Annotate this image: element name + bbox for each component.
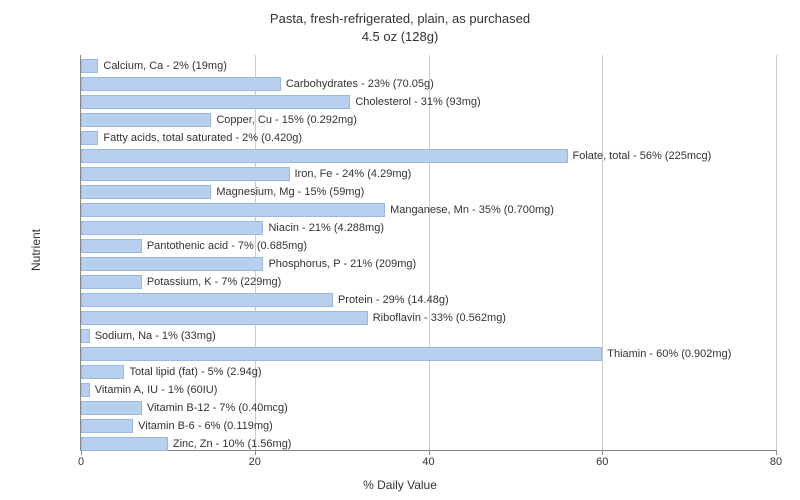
bar-label: Sodium, Na - 1% (33mg) [95,329,216,343]
bar [81,311,368,325]
bar [81,365,124,379]
x-tick [776,450,777,455]
bar-label: Carbohydrates - 23% (70.05g) [286,77,434,91]
bar [81,401,142,415]
gridline [429,55,430,450]
bar-label: Potassium, K - 7% (229mg) [147,275,282,289]
bar-label: Cholesterol - 31% (93mg) [355,95,480,109]
chart-title: Pasta, fresh-refrigerated, plain, as pur… [0,0,800,46]
gridline [776,55,777,450]
x-tick-label: 80 [770,456,782,468]
bar [81,293,333,307]
x-tick [429,450,430,455]
bar [81,95,350,109]
bar-label: Phosphorus, P - 21% (209mg) [268,257,416,271]
title-line-1: Pasta, fresh-refrigerated, plain, as pur… [0,10,800,28]
bar [81,419,133,433]
bar-label: Zinc, Zn - 10% (1.56mg) [173,437,292,451]
x-tick [602,450,603,455]
bar [81,185,211,199]
bar-label: Pantothenic acid - 7% (0.685mg) [147,239,307,253]
bar [81,149,568,163]
bar [81,275,142,289]
bar [81,167,290,181]
bar-label: Calcium, Ca - 2% (19mg) [103,59,226,73]
bar-label: Total lipid (fat) - 5% (2.94g) [129,365,261,379]
bar-label: Magnesium, Mg - 15% (59mg) [216,185,364,199]
bar-label: Thiamin - 60% (0.902mg) [607,347,731,361]
bar [81,383,90,397]
bar-label: Protein - 29% (14.48g) [338,293,449,307]
bar [81,239,142,253]
bar-label: Copper, Cu - 15% (0.292mg) [216,113,357,127]
bar [81,221,263,235]
bar-label: Riboflavin - 33% (0.562mg) [373,311,506,325]
bar-label: Vitamin B-12 - 7% (0.40mcg) [147,401,288,415]
y-axis-label: Nutrient [29,229,43,271]
bar [81,347,602,361]
bar-label: Vitamin B-6 - 6% (0.119mg) [138,419,273,433]
plot-area: 020406080Calcium, Ca - 2% (19mg)Carbohyd… [80,55,776,451]
bar-label: Folate, total - 56% (225mcg) [573,149,712,163]
bar [81,329,90,343]
title-line-2: 4.5 oz (128g) [0,28,800,46]
bar [81,257,263,271]
bar-label: Iron, Fe - 24% (4.29mg) [295,167,412,181]
bar-label: Fatty acids, total saturated - 2% (0.420… [103,131,302,145]
bar [81,203,385,217]
x-tick-label: 40 [422,456,434,468]
bar [81,437,168,451]
chart-container: Pasta, fresh-refrigerated, plain, as pur… [0,0,800,500]
bar-label: Niacin - 21% (4.288mg) [268,221,384,235]
x-tick-label: 60 [596,456,608,468]
bar-label: Vitamin A, IU - 1% (60IU) [95,383,218,397]
x-tick-label: 20 [249,456,261,468]
x-axis-label: % Daily Value [363,478,437,492]
bar [81,131,98,145]
bar [81,59,98,73]
x-tick-label: 0 [78,456,84,468]
bar [81,77,281,91]
gridline [602,55,603,450]
bar [81,113,211,127]
bar-label: Manganese, Mn - 35% (0.700mg) [390,203,554,217]
